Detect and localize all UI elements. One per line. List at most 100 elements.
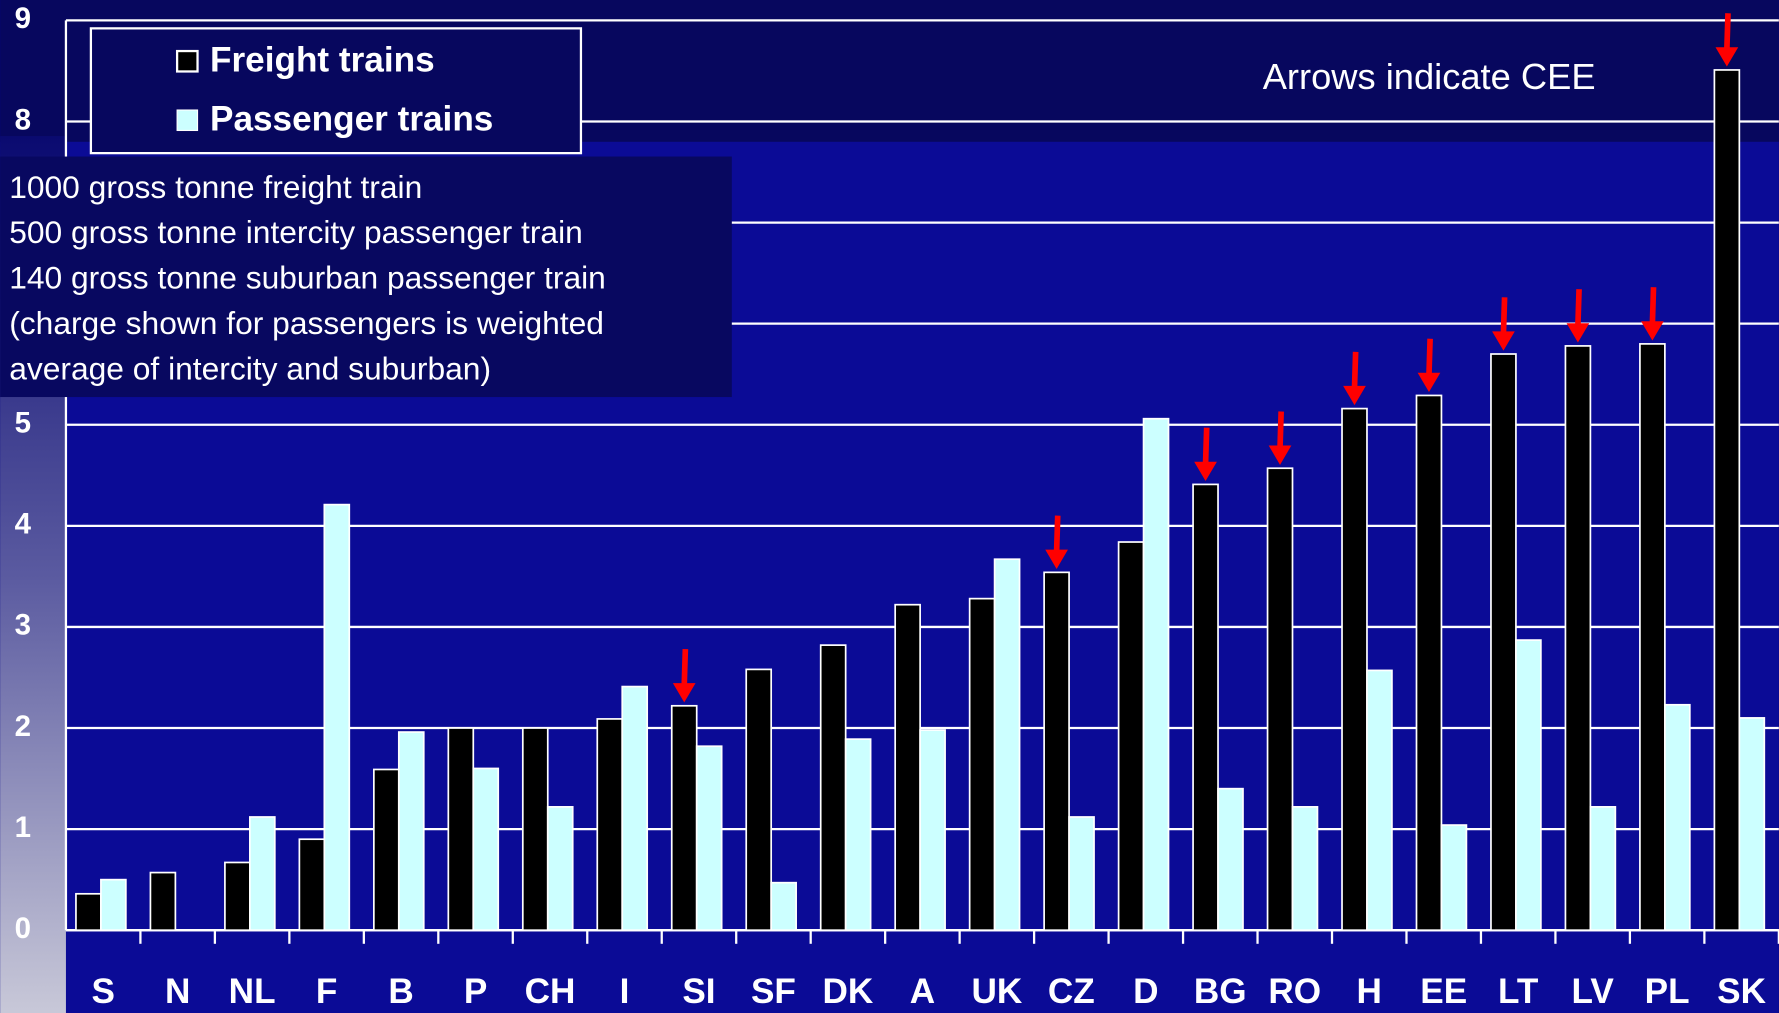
- note-line: 140 gross tonne suburban passenger train: [9, 260, 606, 296]
- bar: [323, 503, 351, 932]
- bar: [670, 704, 698, 932]
- bar: [1266, 467, 1294, 932]
- bar: [546, 806, 574, 932]
- arrow-head: [1417, 372, 1441, 393]
- bar: [521, 727, 549, 932]
- y-tick-label: 2: [15, 710, 31, 743]
- bar: [1440, 824, 1468, 932]
- bar: [1589, 806, 1617, 932]
- x-tick-label: LV: [1572, 972, 1615, 1011]
- arrow-shaft: [1724, 13, 1731, 50]
- bar: [1341, 407, 1368, 932]
- bar: [397, 731, 425, 932]
- bar: [968, 597, 996, 932]
- x-tick-label: B: [388, 972, 413, 1011]
- x-tick-label: N: [165, 972, 190, 1011]
- bar: [1738, 717, 1766, 932]
- bar: [1564, 345, 1592, 932]
- x-tick-label: S: [91, 972, 114, 1011]
- bar: [1664, 703, 1691, 932]
- legend-label: Freight trains: [210, 41, 435, 80]
- legend-swatch: [175, 49, 199, 73]
- arrow-shaft: [1202, 427, 1210, 465]
- bar: [919, 729, 946, 932]
- cee-arrow: [1194, 427, 1217, 481]
- x-tick-label: P: [464, 972, 487, 1011]
- bar: [819, 644, 847, 932]
- arrow-shaft: [1649, 287, 1657, 324]
- legend-swatch: [176, 109, 199, 132]
- annotation: Arrows indicate CEE: [1263, 56, 1596, 97]
- arrow-shaft: [681, 648, 689, 686]
- x-tick-label: NL: [229, 972, 276, 1011]
- x-tick-label: SI: [682, 972, 715, 1011]
- x-tick-label: RO: [1268, 972, 1321, 1011]
- cee-arrow: [1641, 287, 1664, 341]
- bar: [1117, 541, 1145, 932]
- arrow-head: [1566, 323, 1590, 343]
- x-tick-label: F: [316, 972, 337, 1011]
- cee-arrow: [1343, 351, 1366, 406]
- bar: [596, 718, 624, 932]
- bar: [149, 871, 177, 932]
- bar: [249, 816, 276, 932]
- x-tick-label: UK: [971, 972, 1022, 1011]
- bar: [745, 668, 773, 932]
- y-tick-label: 4: [15, 508, 32, 541]
- arrow-head: [1194, 461, 1217, 481]
- cee-arrow: [1045, 515, 1068, 569]
- arrow-head: [1045, 549, 1068, 569]
- bar: [447, 727, 475, 932]
- arrow-head: [1268, 445, 1292, 465]
- bar: [1217, 787, 1244, 932]
- bar: [695, 745, 723, 932]
- bar: [1415, 394, 1443, 932]
- bar: [1142, 417, 1170, 932]
- arrow-shaft: [1575, 289, 1582, 326]
- bar: [621, 685, 649, 932]
- bar: [993, 558, 1021, 932]
- arrow-head: [1343, 385, 1366, 406]
- x-tick-label: SK: [1717, 972, 1766, 1011]
- cee-arrow: [672, 648, 696, 703]
- x-tick-label: LT: [1498, 972, 1539, 1011]
- note-line: average of intercity and suburban): [9, 350, 491, 386]
- arrow-shaft: [1351, 351, 1359, 389]
- y-tick-label: 9: [15, 2, 31, 35]
- x-tick-label: DK: [823, 972, 874, 1011]
- bar: [1713, 69, 1741, 932]
- bar: [373, 768, 400, 932]
- cee-arrow: [1268, 411, 1292, 465]
- note-box: [0, 156, 732, 398]
- legend: Freight trains Passenger trains: [89, 27, 583, 155]
- x-tick-label: CZ: [1048, 972, 1095, 1011]
- y-tick-label: 5: [15, 407, 31, 440]
- legend-label: Passenger trains: [210, 100, 493, 139]
- arrow-shaft: [1053, 515, 1061, 553]
- note-line: 500 gross tonne intercity passenger trai…: [9, 214, 583, 250]
- cee-arrow: [1492, 297, 1515, 351]
- bar: [1639, 343, 1666, 932]
- bar: [298, 838, 326, 932]
- cee-arrow: [1715, 13, 1739, 67]
- x-tick-label: BG: [1194, 972, 1247, 1011]
- bar: [1515, 639, 1542, 932]
- arrow-shaft: [1500, 297, 1508, 334]
- bar: [1043, 571, 1070, 932]
- arrow-head: [1492, 331, 1515, 351]
- cee-arrow: [1566, 289, 1590, 343]
- cee-arrow: [1417, 338, 1441, 393]
- bar: [472, 767, 500, 932]
- bar: [1192, 483, 1219, 932]
- x-tick-label: I: [620, 972, 630, 1011]
- y-tick-label: 8: [15, 103, 31, 136]
- arrow-head: [672, 683, 696, 703]
- note-line: (charge shown for passengers is weighted: [9, 305, 604, 341]
- x-tick-label: EE: [1420, 972, 1467, 1011]
- arrow-shaft: [1277, 411, 1284, 448]
- bar: [1366, 669, 1393, 932]
- x-tick-label: PL: [1645, 972, 1690, 1011]
- bar: [75, 892, 102, 932]
- arrow-shaft: [1426, 338, 1433, 376]
